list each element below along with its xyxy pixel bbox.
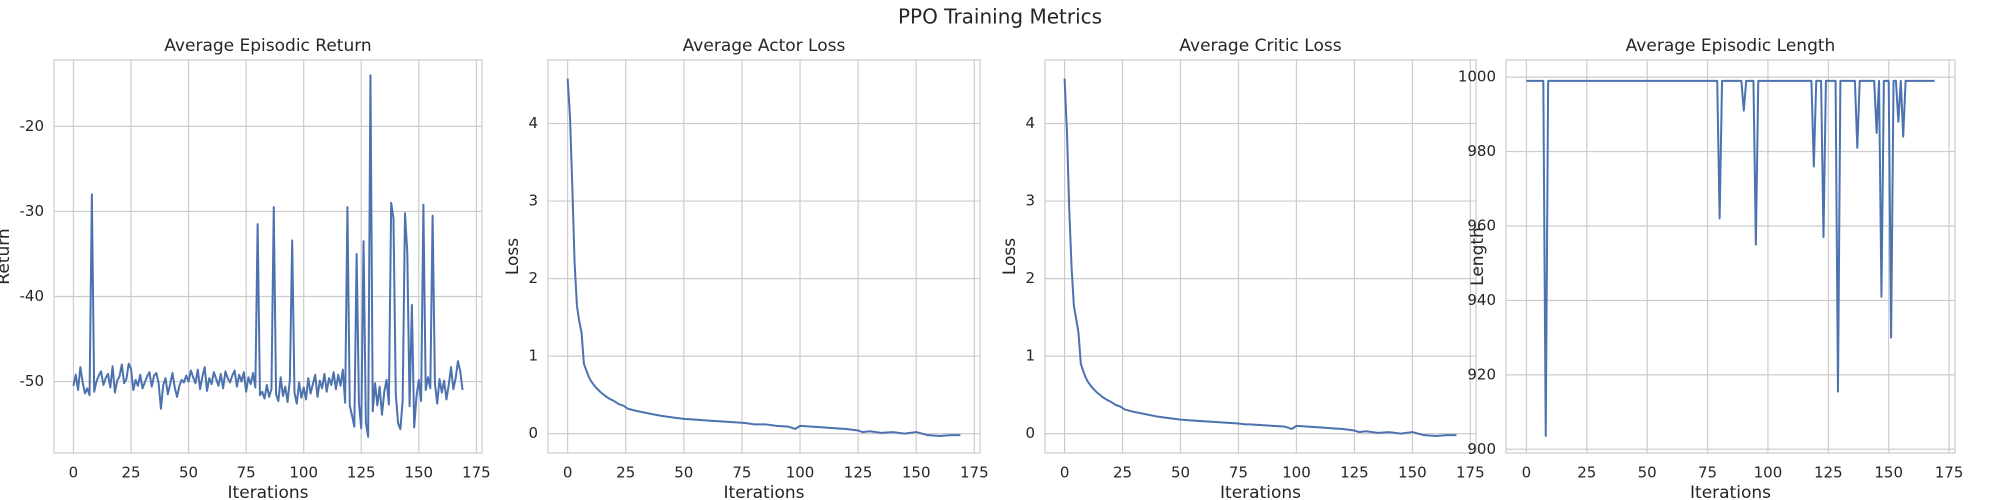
subplot-title: Average Actor Loss [683,36,846,56]
x-tick-label: 25 [1113,464,1132,482]
y-tick-label: 960 [1467,216,1496,234]
x-tick-label: 125 [844,464,873,482]
x-tick-label: 75 [732,464,751,482]
x-tick-label: 75 [237,464,256,482]
x-tick-label: 50 [1171,464,1190,482]
x-tick-label: 125 [347,464,376,482]
x-tick-label: 150 [902,464,931,482]
y-tick-label: -40 [20,287,45,305]
y-axis-label: Length [1468,227,1488,286]
data-line [566,78,961,437]
plot-area [1044,59,1477,454]
x-axis-label: Iterations [1690,483,1771,500]
y-tick-label: 980 [1467,142,1496,160]
figure-title: PPO Training Metrics [898,5,1102,29]
subplot-title: Average Critic Loss [1179,36,1341,56]
x-tick-label: 100 [1754,464,1783,482]
plot-area [547,59,981,454]
x-tick-label: 175 [1935,464,1964,482]
x-tick-label: 50 [179,464,198,482]
y-axis-label: Return [0,228,14,284]
y-tick-label: 2 [528,269,538,287]
x-tick-label: 100 [289,464,318,482]
y-tick-label: 3 [1025,192,1035,210]
x-tick-label: 150 [404,464,433,482]
x-tick-label: 175 [462,464,491,482]
x-tick-label: 175 [1456,464,1485,482]
y-tick-label: 4 [528,114,538,132]
y-tick-label: 0 [528,424,538,442]
x-tick-label: 50 [674,464,693,482]
y-tick-label: 940 [1467,291,1496,309]
y-tick-label: 2 [1025,269,1035,287]
x-tick-label: 125 [1340,464,1369,482]
x-tick-label: 0 [1060,464,1070,482]
x-tick-label: 175 [960,464,989,482]
x-tick-label: 150 [1874,464,1903,482]
x-tick-label: 50 [1638,464,1657,482]
subplot-title: Average Episodic Length [1626,36,1836,56]
plot-area [1505,59,1956,454]
x-tick-label: 125 [1814,464,1843,482]
x-tick-label: 100 [1282,464,1311,482]
y-tick-label: -20 [20,117,45,135]
x-tick-label: 150 [1398,464,1427,482]
y-tick-label: 1000 [1458,68,1496,86]
x-tick-label: 0 [1522,464,1532,482]
x-axis-label: Iterations [228,483,309,500]
x-tick-label: 0 [69,464,79,482]
y-axis-label: Loss [1000,238,1020,275]
y-tick-label: -50 [20,372,45,390]
data-line [72,74,464,438]
data-line [1063,78,1457,437]
y-tick-label: 920 [1467,365,1496,383]
y-tick-label: 0 [1025,424,1035,442]
y-tick-label: 1 [1025,347,1035,365]
x-tick-label: 25 [1577,464,1596,482]
x-axis-label: Iterations [724,483,805,500]
y-tick-label: 900 [1467,440,1496,458]
y-tick-label: 1 [528,347,538,365]
y-axis-label: Loss [503,238,523,275]
x-axis-label: Iterations [1220,483,1301,500]
x-tick-label: 0 [563,464,573,482]
x-tick-label: 25 [616,464,635,482]
x-tick-label: 25 [121,464,140,482]
y-tick-label: -30 [20,202,45,220]
y-tick-label: 3 [528,192,538,210]
data-line [1526,79,1935,437]
x-tick-label: 100 [786,464,815,482]
x-tick-label: 75 [1698,464,1717,482]
x-tick-label: 75 [1229,464,1248,482]
subplot-title: Average Episodic Return [164,36,371,56]
y-tick-label: 4 [1025,114,1035,132]
